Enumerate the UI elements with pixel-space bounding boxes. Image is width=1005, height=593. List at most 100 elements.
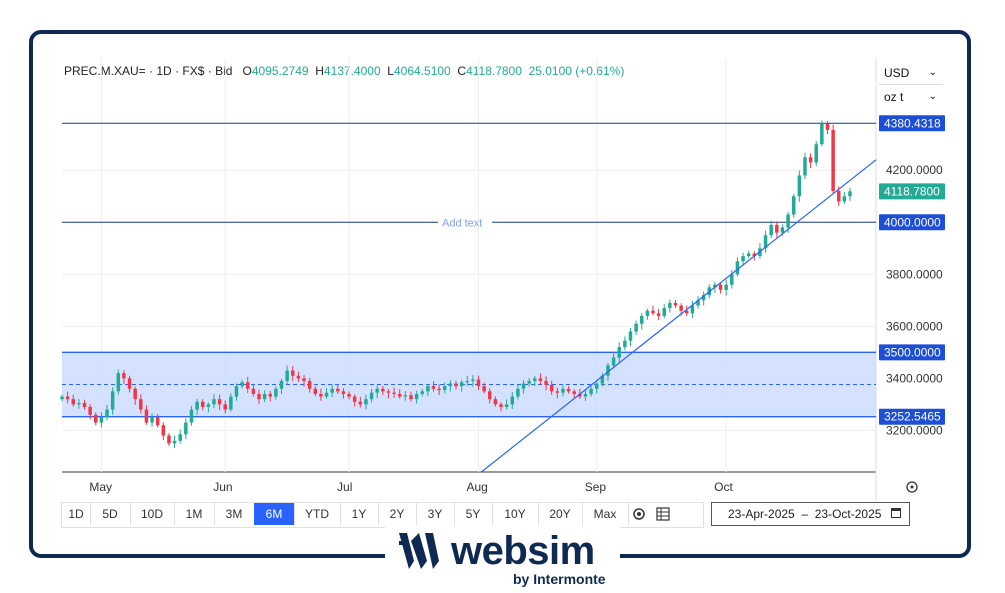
timeframe-button-max[interactable]: Max <box>593 507 617 521</box>
candle-body <box>229 396 233 410</box>
candle-body <box>285 370 289 381</box>
symbol-label: PREC.M.XAU= <box>64 64 146 78</box>
timeframe-button-1y[interactable]: 1Y <box>351 507 367 521</box>
price-label: 4380.4318 <box>884 116 941 130</box>
timeframe-button-20y[interactable]: 20Y <box>549 507 571 521</box>
timeframe-separator <box>214 503 215 525</box>
candle-body <box>628 331 633 341</box>
timeframe-button-5y[interactable]: 5Y <box>465 507 481 521</box>
timeframe-separator <box>628 503 629 525</box>
range-band <box>62 351 876 418</box>
trendline[interactable] <box>480 159 877 473</box>
candle-body <box>347 393 351 397</box>
timeframe-button-1d[interactable]: 1D <box>68 507 84 521</box>
candle-body <box>82 403 87 407</box>
candle-body <box>454 383 458 387</box>
candle-body <box>471 379 475 381</box>
candle-body <box>724 284 728 290</box>
candle-body <box>105 409 109 418</box>
candle-body <box>527 380 531 384</box>
candle-body <box>116 373 121 392</box>
chevron-down-icon: ⌄ <box>928 91 937 102</box>
timeframe-button-ytd[interactable]: YTD <box>305 507 329 521</box>
candle-body <box>611 357 616 366</box>
gear-icon[interactable] <box>628 503 650 525</box>
candle-body <box>752 253 757 257</box>
candle-body <box>651 310 655 314</box>
open-value: 4095.2749 <box>251 64 309 78</box>
candle-body <box>127 378 132 389</box>
candle-body <box>713 284 717 288</box>
candle-body <box>510 396 515 405</box>
candle-body <box>836 191 841 202</box>
unit-select-value: oz t <box>884 90 904 104</box>
timeframe-button-5d[interactable]: 5D <box>102 507 118 521</box>
candle-body <box>538 378 543 381</box>
candle-body <box>110 391 115 410</box>
candle-body <box>217 399 222 405</box>
candle-body <box>420 391 424 394</box>
candle-body <box>223 404 227 410</box>
candle-body <box>442 386 447 391</box>
y-tick-label: 3800.0000 <box>886 267 943 281</box>
currency-select[interactable]: USD ⌄ <box>879 63 943 83</box>
candle-body <box>730 274 734 285</box>
candle-body <box>645 310 650 316</box>
candle-body <box>482 386 486 392</box>
candle-body <box>94 414 98 423</box>
timeframe-button-10y[interactable]: 10Y <box>504 507 526 521</box>
low-value: 4064.5100 <box>393 64 451 78</box>
y-tick-label: 3200.0000 <box>886 423 943 437</box>
candle-body <box>701 295 706 301</box>
candle-body <box>65 396 70 400</box>
unit-select[interactable]: oz t ⌄ <box>879 87 943 107</box>
timeframe-separator <box>294 503 295 525</box>
candle-body <box>668 302 672 309</box>
candle-body <box>499 404 503 407</box>
timeframe-button-10d[interactable]: 10D <box>140 507 163 521</box>
x-tick-label: Aug <box>467 480 488 494</box>
candle-body <box>386 391 391 393</box>
price-label-bg <box>879 214 945 231</box>
y-tick-label: 3400.0000 <box>886 371 943 385</box>
candle-body <box>746 253 751 257</box>
candle-body <box>814 144 818 163</box>
horizontal-levels[interactable]: Add text <box>62 122 876 229</box>
date-to: 23-Oct-2025 <box>814 507 882 521</box>
candle-body <box>634 323 638 332</box>
price-label-bg <box>879 344 945 361</box>
candle-body <box>144 409 149 423</box>
candle-body <box>606 365 610 376</box>
x-tick-label: Oct <box>714 480 733 494</box>
candle-body <box>313 388 318 394</box>
candle-body <box>426 386 430 392</box>
candle-body <box>324 392 329 397</box>
candle-body <box>319 393 323 397</box>
date-range-picker[interactable]: 23-Apr-2025 – 23-Oct-2025 <box>711 502 910 526</box>
candle-body <box>623 340 627 348</box>
brand-name: websim <box>451 529 595 573</box>
candle-body <box>803 157 807 176</box>
candle-body <box>262 393 267 400</box>
timeframe-button-6m[interactable]: 6M <box>254 503 294 525</box>
timeframe-button-3y[interactable]: 3Y <box>427 507 443 521</box>
timeframe-button-1m[interactable]: 1M <box>185 507 203 521</box>
timeframe-separator <box>492 503 493 525</box>
candle-body <box>583 393 588 397</box>
candle-body <box>195 401 199 410</box>
currency-select-value: USD <box>884 66 910 80</box>
side-label: Bid <box>215 64 233 78</box>
timeframe-separator <box>454 503 455 525</box>
date-sep: – <box>801 507 809 521</box>
candle-body <box>274 388 278 397</box>
candle-body <box>431 386 436 389</box>
timeframe-button-3m[interactable]: 3M <box>225 507 243 521</box>
candle-body <box>533 378 537 381</box>
close-value: 4118.7800 <box>466 64 522 78</box>
timeframe-button-2y[interactable]: 2Y <box>389 507 405 521</box>
candle-body <box>392 392 396 394</box>
table-icon[interactable] <box>652 503 674 525</box>
candle-body <box>763 235 768 249</box>
candle-body <box>459 382 464 387</box>
